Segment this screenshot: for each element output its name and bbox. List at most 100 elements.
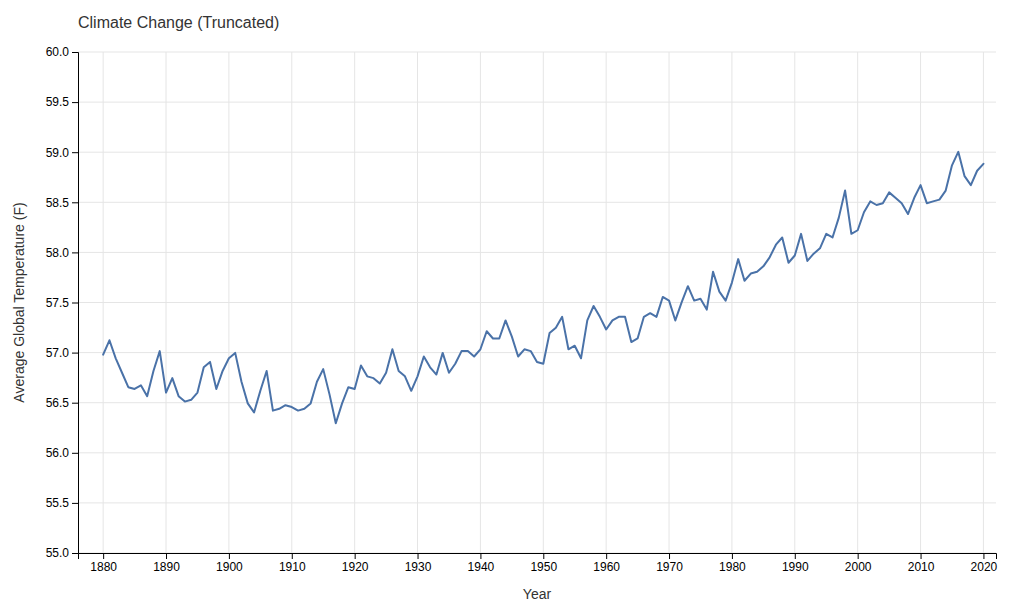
grid [78,52,996,553]
tick-label: 1940 [468,560,495,574]
tick-label: 56.5 [46,396,70,410]
grid-line [417,52,418,553]
grid-line [794,52,795,553]
grid-line [166,52,167,553]
tick-mark [72,202,78,203]
axis-line [79,554,997,560]
plot-area: 1880 1890 1900 1910 1920 1930 1940 1950 1960 1970… [46,45,998,573]
tick-label: 58.0 [46,246,70,260]
tick-label: 1990 [782,560,809,574]
tick-mark [480,553,481,559]
tick-mark [72,403,78,404]
tick: 1900 [216,553,243,574]
tick-label: 1920 [342,560,369,574]
tick-label: 1900 [216,560,243,574]
tick-label: 2010 [908,560,935,574]
tick: 2010 [908,553,935,574]
tick-label: 1880 [90,560,117,574]
grid-line [543,52,544,553]
line [103,152,983,423]
tick: 1920 [342,553,369,574]
grid-line [354,52,355,553]
tick: 60.0 [46,45,78,59]
axis-line [72,53,79,554]
tick-mark [732,553,733,559]
tick-label: 60.0 [46,45,70,59]
tick-mark [795,553,796,559]
tick-label: 57.5 [46,296,70,310]
tick: 1990 [782,553,809,574]
tick: 1890 [153,553,180,574]
tick: 56.5 [46,396,78,410]
title: Climate Change (Truncated) [78,14,279,31]
tick-label: 58.5 [46,196,70,210]
tick-label: 1890 [153,560,180,574]
tick: 1930 [405,553,432,574]
chart: 1880 1890 1900 1910 1920 1930 1940 1950 1960 1970… [0,0,1024,615]
tick-mark [72,353,78,354]
tick: 1880 [90,553,117,574]
marks [103,152,983,423]
grid-line [78,302,996,303]
tick-label: 2000 [845,560,872,574]
grid-line [78,502,996,503]
tick-mark [72,553,78,554]
tick: 1940 [468,553,495,574]
grid-line [228,52,229,553]
tick: 1980 [719,553,746,574]
tick-mark [166,553,167,559]
tick: 55.0 [46,546,78,560]
tick: 1950 [530,553,557,574]
grid-line [78,202,996,203]
tick-label: 55.0 [46,546,70,560]
x-axis: 1880 1890 1900 1910 1920 1930 1940 1950 1960 1970… [79,553,998,574]
tick: 56.0 [46,446,78,460]
grid-line [78,352,996,353]
tick-mark [418,553,419,559]
grid-line [857,52,858,553]
tick-mark [606,553,607,559]
tick-mark [72,152,78,153]
tick-label: 1960 [593,560,620,574]
tick-mark [858,553,859,559]
tick-label: 55.5 [46,496,70,510]
tick: 58.0 [46,246,78,260]
grid-line [78,102,996,103]
tick-label: 59.0 [46,146,70,160]
tick-label: 2020 [971,560,998,574]
tick: 59.0 [46,146,78,160]
tick-mark [72,453,78,454]
grid-line [78,402,996,403]
grid-line [78,452,996,453]
tick-mark [983,553,984,559]
tick-mark [72,503,78,504]
grid-line [103,52,104,553]
tick: 58.5 [46,196,78,210]
tick-mark [72,102,78,103]
tick-label: 57.0 [46,346,70,360]
tick: 1970 [656,553,683,574]
grid-line [291,52,292,553]
tick: 2000 [845,553,872,574]
tick-label: 1930 [405,560,432,574]
tick-label: 1970 [656,560,683,574]
grid-line [731,52,732,553]
tick: 55.5 [46,496,78,510]
tick-mark [72,52,78,53]
tick: 57.5 [46,296,78,310]
tick-label: 56.0 [46,446,70,460]
grid-line [920,52,921,553]
tick-mark [669,553,670,559]
tick-label: 1950 [530,560,557,574]
tick-label: 1910 [279,560,306,574]
tick: 1960 [593,553,620,574]
tick-label: 1980 [719,560,746,574]
x-axis-title: Year [523,586,552,602]
tick: 2020 [971,553,998,574]
tick-mark [72,252,78,253]
tick-mark [229,553,230,559]
y-axis-title: Average Global Temperature (F) [11,202,27,402]
tick: 1910 [279,553,306,574]
tick-label: 59.5 [46,95,70,109]
tick-mark [103,553,104,559]
